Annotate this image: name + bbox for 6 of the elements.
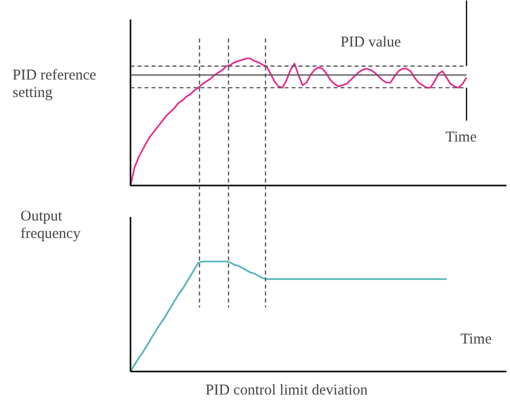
y-axis-title: Output frequency bbox=[20, 208, 81, 242]
y-axis-title: PID reference setting bbox=[12, 68, 97, 102]
annotation: Time bbox=[460, 332, 492, 348]
text: PID control limit deviation bbox=[206, 382, 368, 398]
text: PID value bbox=[340, 34, 402, 50]
annotation: Time bbox=[446, 130, 477, 146]
